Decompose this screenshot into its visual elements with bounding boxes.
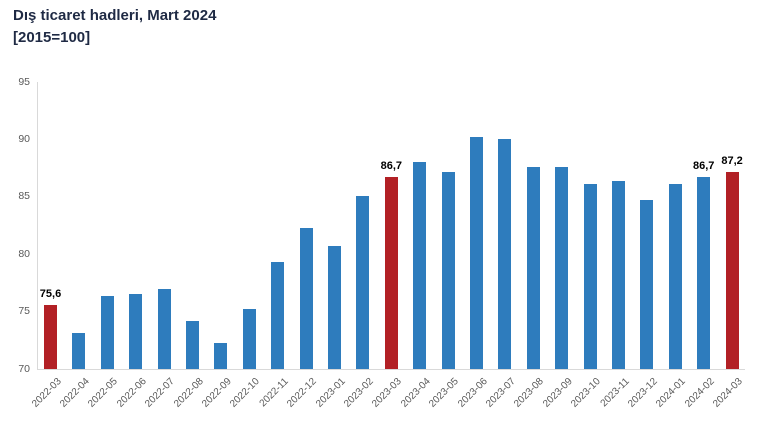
y-tick-label: 75	[18, 305, 30, 318]
bar-highlighted	[384, 177, 398, 369]
bar	[640, 200, 654, 369]
bar	[299, 227, 313, 369]
bar	[441, 171, 455, 369]
bar	[242, 309, 256, 369]
bar	[271, 262, 285, 369]
data-label: 86,7	[380, 160, 402, 173]
bar-highlighted	[44, 304, 57, 369]
x-tick-label: 2024-03	[711, 376, 745, 410]
y-tick-label: 85	[18, 190, 30, 203]
bar	[356, 195, 370, 369]
bar	[470, 137, 483, 369]
y-axis-line	[37, 82, 38, 369]
y-tick-label: 90	[18, 132, 30, 145]
bar-highlighted	[725, 171, 739, 369]
chart-title: Dış ticaret hadleri, Mart 2024	[13, 7, 217, 24]
bar	[186, 320, 199, 369]
chart-subtitle: [2015=100]	[13, 29, 91, 46]
bar	[100, 295, 114, 369]
x-axis-line	[37, 369, 745, 370]
bar	[583, 184, 597, 369]
bar	[498, 139, 512, 369]
bar	[668, 184, 682, 369]
chart-header: Dış ticaret hadleri, Mart 2024 [2015=100…	[13, 5, 216, 49]
data-label: 87,2	[721, 154, 743, 167]
y-tick-label: 80	[18, 247, 30, 260]
plot-area: 75,6 86,7 86,7 87,2	[37, 82, 745, 370]
bar	[413, 162, 427, 369]
bar	[526, 166, 540, 369]
bar	[72, 333, 86, 369]
bar	[129, 294, 143, 369]
data-label: 75,6	[39, 287, 62, 300]
bar	[214, 342, 228, 369]
bar	[612, 180, 625, 369]
y-tick-label: 70	[18, 362, 30, 375]
bar	[157, 288, 171, 369]
bar	[697, 177, 711, 369]
y-tick-label: 95	[18, 75, 30, 88]
bar	[328, 246, 341, 369]
data-label: 86,7	[692, 160, 715, 173]
bar	[555, 166, 569, 369]
